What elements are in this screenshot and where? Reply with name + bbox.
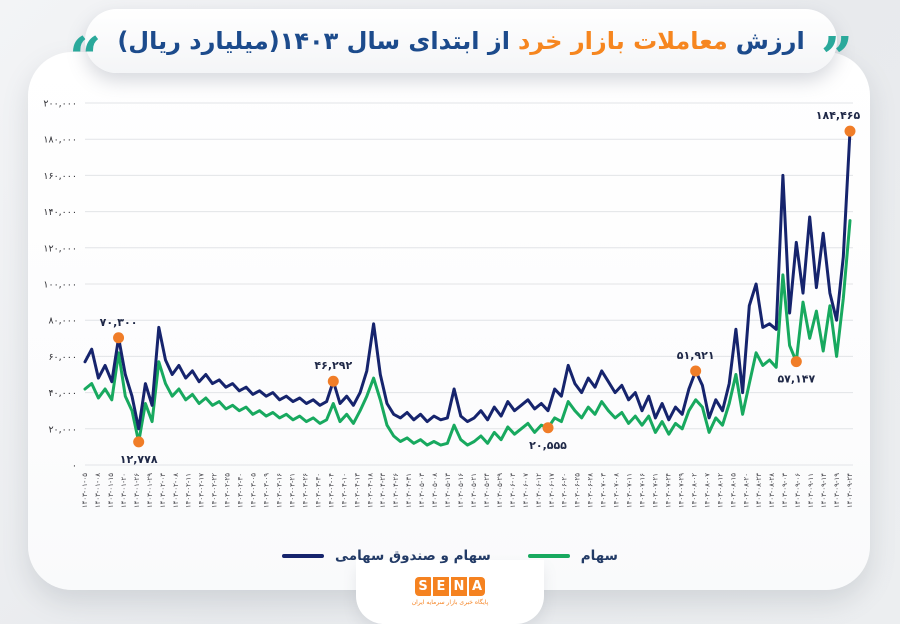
sena-logo: S E N A پایگاه خبری بازار سرمایه ایران [0,577,900,606]
chart-legend: سهام و صندوق سهامی سهام [0,548,900,564]
title-lead: ارزش [735,27,805,55]
logo-letter: E [433,577,449,596]
logo-subtitle: پایگاه خبری بازار سرمایه ایران [411,599,489,606]
logo-letter: A [469,577,485,596]
title-banner: “ ارزش معاملات بازار خرد از ابتدای سال ۱… [69,9,853,86]
logo-letter: N [451,577,467,596]
page-title: ارزش معاملات بازار خرد از ابتدای سال ۱۴۰… [117,27,804,55]
chart-card [28,52,870,590]
series-swatch-stocks [527,554,570,558]
title-tail: از ابتدای سال ۱۴۰۳(میلیارد ریال) [117,27,510,55]
sena-logo-tiles: S E N A [415,577,485,596]
logo-tab [356,560,544,624]
logo-letter: S [415,577,431,596]
legend-label-stocks: سهام [580,548,618,564]
title-highlight: معاملات بازار خرد [517,27,728,55]
legend-label-funds: سهام و صندوق سهامی [335,548,491,564]
series-swatch-funds [282,554,325,558]
